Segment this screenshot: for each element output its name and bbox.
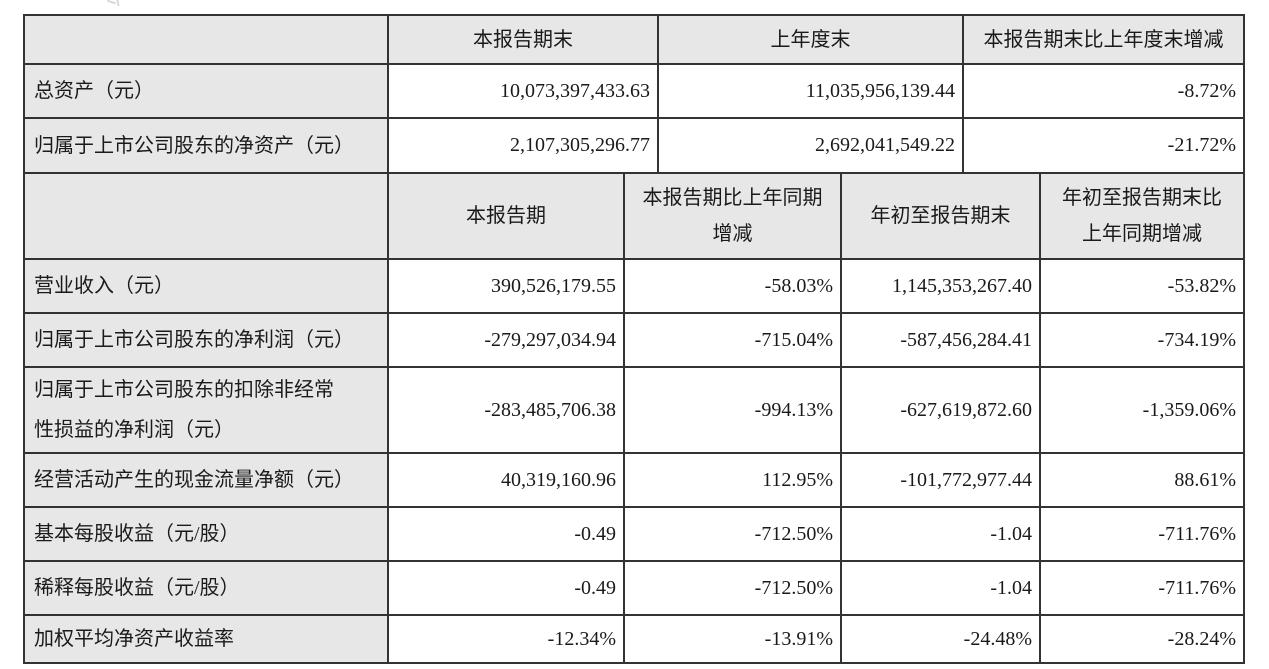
cell-value: 112.95% xyxy=(623,452,842,508)
cell-value: -0.49 xyxy=(387,560,625,616)
cell-value: 10,073,397,433.63 xyxy=(387,63,659,119)
cell-value: -28.24% xyxy=(1039,614,1245,664)
row-label-net-assets: 归属于上市公司股东的净资产（元） xyxy=(23,117,389,174)
row-label-net-profit-excl-nonrecurring: 归属于上市公司股东的扣除非经常 性损益的净利润（元） xyxy=(23,366,389,454)
cell-value: 2,692,041,549.22 xyxy=(657,117,964,174)
table-row: 基本每股收益（元/股） -0.49 -712.50% -1.04 -711.76… xyxy=(23,506,1245,562)
cell-value: 11,035,956,139.44 xyxy=(657,63,964,119)
row-label-operating-revenue: 营业收入（元） xyxy=(23,258,389,314)
corner-cell xyxy=(23,14,389,65)
row-label-basic-eps: 基本每股收益（元/股） xyxy=(23,506,389,562)
table-row: 稀释每股收益（元/股） -0.49 -712.50% -1.04 -711.76… xyxy=(23,560,1245,616)
corner-cell xyxy=(23,172,389,260)
clipped-text-artifact xyxy=(104,0,128,7)
cell-value: 2,107,305,296.77 xyxy=(387,117,659,174)
cell-value: -24.48% xyxy=(840,614,1041,664)
period-end-section: 本报告期末 上年度末 本报告期末比上年度末增减 总资产（元） 10,073,39… xyxy=(23,14,1245,174)
table-row: 经营活动产生的现金流量净额（元） 40,319,160.96 112.95% -… xyxy=(23,452,1245,508)
cell-value: -734.19% xyxy=(1039,312,1245,368)
row-label-operating-cash-flow: 经营活动产生的现金流量净额（元） xyxy=(23,452,389,508)
row-label-net-profit: 归属于上市公司股东的净利润（元） xyxy=(23,312,389,368)
cell-value: -1,359.06% xyxy=(1039,366,1245,454)
cell-value: -101,772,977.44 xyxy=(840,452,1041,508)
table-row: 加权平均净资产收益率 -12.34% -13.91% -24.48% -28.2… xyxy=(23,614,1245,664)
cell-value: -283,485,706.38 xyxy=(387,366,625,454)
table-row: 归属于上市公司股东的净资产（元） 2,107,305,296.77 2,692,… xyxy=(23,117,1245,174)
cell-value: -712.50% xyxy=(623,506,842,562)
reporting-period-section: 本报告期 本报告期比上年同期 增减 年初至报告期末 年初至报告期末比 上年同期增… xyxy=(23,172,1245,664)
row-label-weighted-avg-roe: 加权平均净资产收益率 xyxy=(23,614,389,664)
cell-value: -715.04% xyxy=(623,312,842,368)
cell-value: -8.72% xyxy=(962,63,1245,119)
cell-value: -1.04 xyxy=(840,560,1041,616)
table-row: 归属于上市公司股东的净利润（元） -279,297,034.94 -715.04… xyxy=(23,312,1245,368)
cell-value: -1.04 xyxy=(840,506,1041,562)
cell-value: -994.13% xyxy=(623,366,842,454)
column-header-change: 本报告期末比上年度末增减 xyxy=(962,14,1245,65)
cell-value: -0.49 xyxy=(387,506,625,562)
table-row: 总资产（元） 10,073,397,433.63 11,035,956,139.… xyxy=(23,63,1245,119)
cell-value: -13.91% xyxy=(623,614,842,664)
cell-value: 88.61% xyxy=(1039,452,1245,508)
table-row: 归属于上市公司股东的扣除非经常 性损益的净利润（元） -283,485,706.… xyxy=(23,366,1245,454)
cell-value: -58.03% xyxy=(623,258,842,314)
column-header-current-period: 本报告期 xyxy=(387,172,625,260)
cell-value: -12.34% xyxy=(387,614,625,664)
column-header-ytd-change: 年初至报告期末比 上年同期增减 xyxy=(1039,172,1245,260)
column-header-current-period-change: 本报告期比上年同期 增减 xyxy=(623,172,842,260)
cell-value: -21.72% xyxy=(962,117,1245,174)
row-label-diluted-eps: 稀释每股收益（元/股） xyxy=(23,560,389,616)
cell-value: -53.82% xyxy=(1039,258,1245,314)
cell-value: -627,619,872.60 xyxy=(840,366,1041,454)
cell-value: 390,526,179.55 xyxy=(387,258,625,314)
cell-value: -712.50% xyxy=(623,560,842,616)
table-row: 营业收入（元） 390,526,179.55 -58.03% 1,145,353… xyxy=(23,258,1245,314)
financial-summary-table: 本报告期末 上年度末 本报告期末比上年度末增减 总资产（元） 10,073,39… xyxy=(23,14,1245,664)
row-label-total-assets: 总资产（元） xyxy=(23,63,389,119)
cell-value: -711.76% xyxy=(1039,560,1245,616)
cell-value: -587,456,284.41 xyxy=(840,312,1041,368)
table-header-row: 本报告期 本报告期比上年同期 增减 年初至报告期末 年初至报告期末比 上年同期增… xyxy=(23,172,1245,260)
table-header-row: 本报告期末 上年度末 本报告期末比上年度末增减 xyxy=(23,14,1245,65)
cell-value: -711.76% xyxy=(1039,506,1245,562)
cell-value: 40,319,160.96 xyxy=(387,452,625,508)
cell-value: 1,145,353,267.40 xyxy=(840,258,1041,314)
column-header-ytd: 年初至报告期末 xyxy=(840,172,1041,260)
column-header-prior-year-end: 上年度末 xyxy=(657,14,964,65)
cell-value: -279,297,034.94 xyxy=(387,312,625,368)
column-header-current-period-end: 本报告期末 xyxy=(387,14,659,65)
